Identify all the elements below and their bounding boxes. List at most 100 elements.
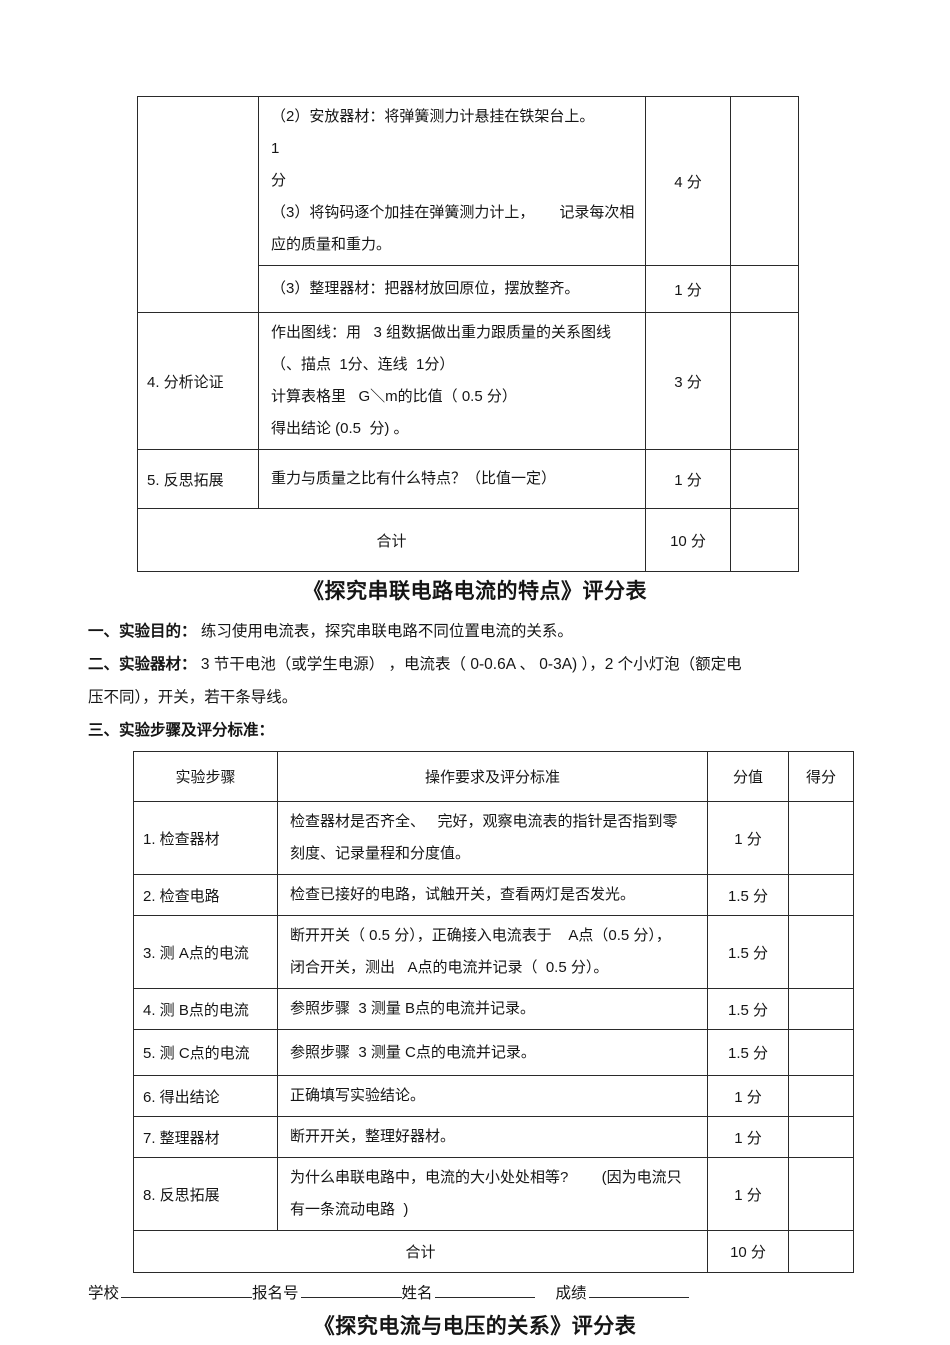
obtained-score-cell <box>788 915 854 989</box>
step-cell: 5. 测 C点的电流 <box>133 1029 278 1076</box>
criteria-cell: 正确填写实验结论。 <box>277 1075 708 1117</box>
table-row: 8. 反思拓展 为什么串联电路中，电流的大小处处相等? (因为电流只 有一条流动… <box>133 1157 854 1231</box>
total-label-cell: 合计 <box>133 1230 708 1273</box>
total-score-cell: 10 分 <box>707 1230 789 1273</box>
registration-number-label: 报名号 <box>252 1285 299 1302</box>
obtained-score-cell <box>730 312 799 450</box>
criteria-line: （2）安放器材：将弹簧测力计悬挂在铁架台上。 1 <box>271 108 645 157</box>
table-row: 5. 反思拓展 重力与质量之比有什么特点？（比值一定） 1 分 <box>137 449 799 509</box>
grade-label: 成绩 <box>555 1285 587 1302</box>
experiment-intro: 一、实验目的： 练习使用电流表，探究串联电路不同位置电流的关系。 二、实验器材：… <box>88 615 870 747</box>
obtained-score-cell <box>730 449 799 509</box>
criteria-line: 应的质量和重力。 <box>271 236 392 253</box>
rubric-table-series-current: 实验步骤 操作要求及评分标准 分值 得分 1. 检查器材 检查器材是否齐全、 完… <box>133 751 854 1273</box>
obtained-score-cell <box>788 1157 854 1231</box>
purpose-text: 练习使用电流表，探究串联电路不同位置电流的关系。 <box>196 623 573 640</box>
total-score-cell: 10 分 <box>645 508 731 572</box>
name-label: 姓名 <box>401 1285 433 1302</box>
criteria-line: 为什么串联电路中，电流的大小处处相等? (因为电流只 <box>290 1169 682 1186</box>
criteria-line: 有一条流动电路 ) <box>290 1201 409 1218</box>
criteria-line: 作出图线：用 3 组数据做出重力跟质量的关系图线 <box>271 324 612 341</box>
student-info-line: 学校 报名号 姓名 成绩 <box>88 1282 950 1304</box>
criteria-cell: 断开开关，整理好器材。 <box>277 1116 708 1158</box>
score-value-cell: 4 分 <box>645 96 731 266</box>
step-cell: 3. 测 A点的电流 <box>133 915 278 989</box>
table-row: （3）整理器材：把器材放回原位，摆放整齐。 1 分 <box>138 265 799 313</box>
score-value-cell: 1.5 分 <box>707 1029 789 1076</box>
criteria-line: 检查器材是否齐全、 完好，观察电流表的指针是否指到零 <box>290 813 678 830</box>
table-row: 6. 得出结论 正确填写实验结论。 1 分 <box>133 1075 854 1117</box>
document-title: 《探究串联电路电流的特点》评分表 <box>303 580 647 603</box>
table-row: 2. 检查电路 检查已接好的电路，试触开关，查看两灯是否发光。 1.5 分 <box>133 874 854 916</box>
table-row: 7. 整理器材 断开开关，整理好器材。 1 分 <box>133 1116 854 1158</box>
score-value-cell: 1.5 分 <box>707 988 789 1030</box>
criteria-line: （3）将钩码逐个加挂在弹簧测力计上， 记录每次相 <box>271 204 635 221</box>
step-cell: 4. 测 B点的电流 <box>133 988 278 1030</box>
criteria-line: 重力与质量之比有什么特点？（比值一定） <box>271 470 557 487</box>
criteria-line: 分 <box>271 172 287 189</box>
score-value-cell: 1 分 <box>707 1157 789 1231</box>
grade-blank <box>588 1282 689 1298</box>
experiment-steps-label: 三、实验步骤及评分标准： <box>88 722 275 739</box>
obtained-score-cell <box>730 508 799 572</box>
score-value-cell: 1 分 <box>645 265 731 313</box>
column-header-criteria: 操作要求及评分标准 <box>277 751 708 802</box>
criteria-line: 得出结论 (0.5 分) 。 <box>271 420 409 437</box>
rubric-table-gravity: （2）安放器材：将弹簧测力计悬挂在铁架台上。 1 分 （3）将钩码逐个加挂在弹簧… <box>137 96 799 572</box>
obtained-score-cell <box>788 874 854 916</box>
step-cell: 5. 反思拓展 <box>137 449 259 509</box>
criteria-cell: 作出图线：用 3 组数据做出重力跟质量的关系图线 （、描点 1分、连线 1分） … <box>258 312 646 450</box>
table-row: 1. 检查器材 检查器材是否齐全、 完好，观察电流表的指针是否指到零 刻度、记录… <box>133 801 854 875</box>
total-row: 合计 10 分 <box>137 508 799 572</box>
school-blank <box>121 1282 253 1298</box>
score-value-cell: 1 分 <box>707 801 789 875</box>
obtained-score-cell <box>788 1116 854 1158</box>
step-cell <box>137 96 259 313</box>
criteria-line: （3）整理器材：把器材放回原位，摆放整齐。 <box>271 280 580 297</box>
column-header-score: 分值 <box>707 751 789 802</box>
criteria-cell: 参照步骤 3 测量 B点的电流并记录。 <box>277 988 708 1030</box>
name-blank <box>434 1282 535 1298</box>
materials-text: 3 节干电池（或学生电源） ，电流表（ 0-0.6A 、 0-3A) ），2 个… <box>196 656 742 673</box>
materials-label: 二、实验器材： <box>88 656 197 673</box>
table-row: （2）安放器材：将弹簧测力计悬挂在铁架台上。 1 分 （3）将钩码逐个加挂在弹簧… <box>137 96 799 313</box>
criteria-line: 断开开关，整理好器材。 <box>290 1128 456 1145</box>
step-cell: 8. 反思拓展 <box>133 1157 278 1231</box>
header-row: 实验步骤 操作要求及评分标准 分值 得分 <box>133 751 854 802</box>
criteria-line: 闭合开关，测出 A点的电流并记录（ 0.5 分）。 <box>290 959 609 976</box>
experiment-purpose: 一、实验目的： 练习使用电流表，探究串联电路不同位置电流的关系。 <box>88 615 870 648</box>
obtained-score-cell <box>788 1075 854 1117</box>
criteria-line: 检查已接好的电路，试触开关，查看两灯是否发光。 <box>290 886 636 903</box>
obtained-score-cell <box>730 96 799 266</box>
score-value-cell: 1.5 分 <box>707 874 789 916</box>
score-value-cell: 1 分 <box>645 449 731 509</box>
score-value-cell: 1.5 分 <box>707 915 789 989</box>
obtained-score-cell <box>788 988 854 1030</box>
criteria-cell: （2）安放器材：将弹簧测力计悬挂在铁架台上。 1 分 （3）将钩码逐个加挂在弹簧… <box>258 96 646 266</box>
obtained-score-cell <box>788 1029 854 1076</box>
obtained-score-cell <box>788 801 854 875</box>
registration-number-blank <box>300 1282 402 1298</box>
criteria-cell: 检查器材是否齐全、 完好，观察电流表的指针是否指到零 刻度、记录量程和分度值。 <box>277 801 708 875</box>
column-header-step: 实验步骤 <box>133 751 278 802</box>
criteria-line: 参照步骤 3 测量 C点的电流并记录。 <box>290 1043 536 1061</box>
score-value-cell: 1 分 <box>707 1075 789 1117</box>
criteria-cell: （3）整理器材：把器材放回原位，摆放整齐。 <box>258 265 646 313</box>
table-row: 4. 分析论证 作出图线：用 3 组数据做出重力跟质量的关系图线 （、描点 1分… <box>137 312 799 450</box>
experiment-materials-line1: 二、实验器材： 3 节干电池（或学生电源） ，电流表（ 0-0.6A 、 0-3… <box>88 648 870 681</box>
experiment-materials-line2: 压不同），开关，若干条导线。 <box>88 689 298 706</box>
step-cell: 6. 得出结论 <box>133 1075 278 1117</box>
obtained-score-cell <box>730 265 799 313</box>
total-row: 合计 10 分 <box>133 1230 854 1273</box>
table-row: 3. 测 A点的电流 断开开关（ 0.5 分），正确接入电流表于 A点（0.5 … <box>133 915 854 989</box>
score-value-cell: 1 分 <box>707 1116 789 1158</box>
criteria-cell: 检查已接好的电路，试触开关，查看两灯是否发光。 <box>277 874 708 916</box>
table-row: 5. 测 C点的电流 参照步骤 3 测量 C点的电流并记录。 1.5 分 <box>133 1029 854 1076</box>
next-document-title: 《探究电流与电压的关系》评分表 <box>313 1315 637 1338</box>
table-row: 4. 测 B点的电流 参照步骤 3 测量 B点的电流并记录。 1.5 分 <box>133 988 854 1030</box>
criteria-cell: 为什么串联电路中，电流的大小处处相等? (因为电流只 有一条流动电路 ) <box>277 1157 708 1231</box>
column-header-obtained: 得分 <box>788 751 854 802</box>
criteria-line: 正确填写实验结论。 <box>290 1087 426 1104</box>
obtained-score-cell <box>788 1230 854 1273</box>
